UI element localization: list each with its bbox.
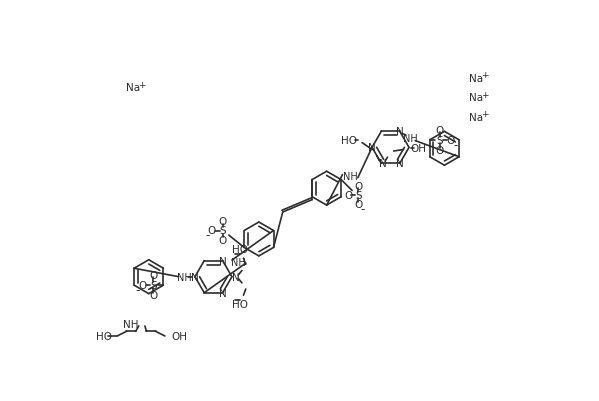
Text: OH: OH (410, 144, 426, 154)
Text: +: + (138, 81, 146, 89)
Text: O: O (219, 235, 227, 245)
Text: -: - (453, 139, 458, 152)
Text: OH: OH (171, 331, 187, 341)
Text: +: + (480, 71, 488, 80)
Text: -: - (361, 202, 365, 215)
Text: N: N (396, 127, 404, 137)
Text: -: - (136, 284, 140, 297)
Text: NH: NH (123, 320, 139, 330)
Text: NH: NH (343, 172, 358, 182)
Text: O: O (435, 146, 444, 156)
Text: HO: HO (232, 244, 247, 254)
Text: O: O (354, 200, 362, 210)
Text: N: N (219, 288, 226, 298)
Text: O: O (354, 181, 362, 191)
Text: O: O (138, 280, 147, 290)
Text: O: O (446, 136, 455, 146)
Text: Na: Na (469, 93, 483, 103)
Text: O: O (219, 217, 227, 227)
Text: O: O (149, 290, 158, 300)
Text: O: O (149, 271, 158, 280)
Text: N: N (379, 159, 387, 169)
Text: O: O (435, 126, 444, 136)
Text: HO: HO (96, 331, 111, 341)
Text: HO: HO (341, 136, 357, 146)
Text: S: S (355, 190, 362, 200)
Text: +: + (480, 110, 488, 119)
Text: S: S (437, 136, 443, 146)
Text: NH: NH (177, 272, 192, 282)
Text: N: N (191, 272, 199, 282)
Text: NH: NH (231, 257, 246, 267)
Text: NH: NH (403, 134, 418, 144)
Text: Na: Na (126, 83, 141, 93)
Text: N: N (396, 159, 404, 169)
Text: N: N (219, 256, 226, 266)
Text: S: S (150, 280, 157, 290)
Text: HO: HO (232, 300, 247, 310)
Text: O: O (344, 190, 352, 200)
Text: N: N (368, 143, 376, 153)
Text: N: N (232, 272, 240, 282)
Text: O: O (208, 226, 216, 236)
Text: S: S (219, 226, 226, 236)
Text: Na: Na (469, 112, 483, 122)
Text: +: + (480, 91, 488, 99)
Text: -: - (205, 228, 210, 241)
Text: Na: Na (469, 74, 483, 84)
